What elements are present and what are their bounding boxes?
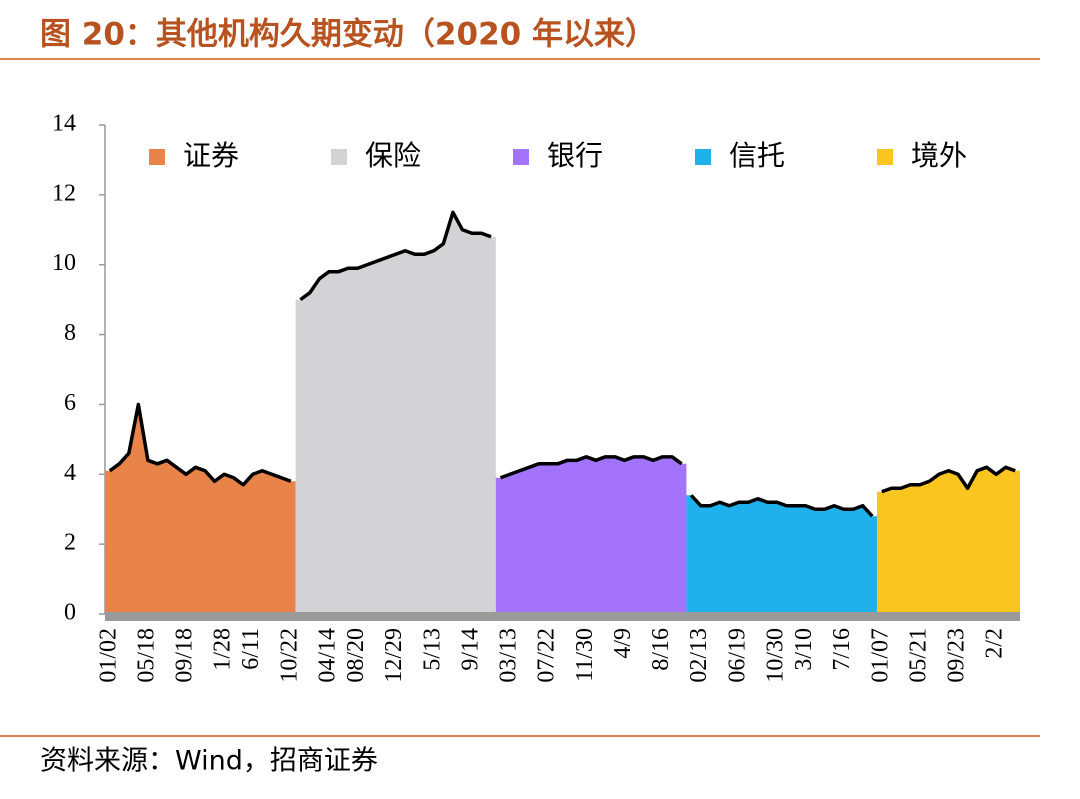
legend-label: 境外 bbox=[911, 139, 967, 172]
x-axis bbox=[105, 612, 1020, 621]
line bbox=[881, 465, 1016, 494]
x-tick-label: 09/18 bbox=[172, 628, 198, 683]
legend-label: 保险 bbox=[365, 139, 421, 172]
area bbox=[495, 456, 687, 614]
legend-label: 银行 bbox=[547, 139, 603, 172]
legend-label: 信托 bbox=[729, 139, 785, 172]
legend-swatch bbox=[513, 149, 529, 165]
y-tick-label: 8 bbox=[64, 320, 76, 346]
y-tick-label: 14 bbox=[52, 111, 76, 137]
x-tick-label: 9/14 bbox=[457, 628, 483, 671]
x-tick-label: 10/22 bbox=[276, 628, 302, 683]
area bbox=[295, 212, 496, 615]
chart-title: 图 20：其他机构久期变动（2020 年以来） bbox=[40, 17, 656, 53]
x-tick-label: 5/13 bbox=[419, 628, 445, 671]
x-tick-label: 07/22 bbox=[534, 628, 560, 683]
x-tick-label: 2/2 bbox=[982, 628, 1008, 659]
x-tick-label: 8/16 bbox=[648, 628, 674, 671]
line bbox=[689, 494, 874, 518]
plot: 0 2 4 6 8 10 12 14 01/02 05/18 09/18 1/28 6/11 10/22 0… bbox=[52, 111, 1020, 683]
x-tick-label: 7/16 bbox=[829, 628, 855, 671]
area bbox=[105, 404, 296, 614]
line bbox=[499, 455, 683, 480]
legend-swatch bbox=[331, 149, 347, 165]
x-tick-label: 04/14 bbox=[314, 628, 340, 683]
x-tick-label: 05/21 bbox=[905, 628, 931, 683]
legend-swatch bbox=[149, 149, 165, 165]
x-tick-label: 6/11 bbox=[238, 628, 264, 670]
x-tick-label: 12/29 bbox=[381, 628, 407, 683]
x-tick-label: 09/23 bbox=[944, 628, 970, 683]
y-tick-label: 12 bbox=[52, 180, 76, 206]
x-tick-label: 01/02 bbox=[95, 628, 121, 683]
y-tick-label: 4 bbox=[64, 460, 76, 486]
x-tick-label: 01/07 bbox=[867, 628, 893, 683]
x-tick-label: 08/20 bbox=[343, 628, 369, 683]
y-tick-label: 6 bbox=[64, 390, 76, 416]
x-tick-label: 4/9 bbox=[610, 628, 636, 659]
line bbox=[108, 402, 292, 487]
legend-label: 证券 bbox=[183, 139, 239, 172]
legend-swatch bbox=[695, 149, 711, 165]
x-tick-label: 10/30 bbox=[762, 628, 788, 683]
x-tick-label: 3/10 bbox=[791, 628, 817, 671]
x-tick-label: 05/18 bbox=[133, 628, 159, 683]
x-tick-label: 02/13 bbox=[686, 628, 712, 683]
x-tick-label: 11/30 bbox=[572, 628, 598, 682]
area bbox=[686, 495, 878, 614]
x-tick-label: 06/19 bbox=[724, 628, 750, 683]
y-tick-label: 10 bbox=[52, 250, 76, 276]
x-tick-label: 1/28 bbox=[210, 628, 236, 671]
y-tick-label: 0 bbox=[64, 600, 76, 626]
area bbox=[877, 467, 1020, 614]
x-tick-label: 03/13 bbox=[496, 628, 522, 683]
y-tick-label: 2 bbox=[64, 530, 76, 556]
legend-swatch bbox=[877, 149, 893, 165]
source: 资料来源：Wind，招商证券 bbox=[40, 746, 378, 777]
line bbox=[299, 210, 492, 302]
